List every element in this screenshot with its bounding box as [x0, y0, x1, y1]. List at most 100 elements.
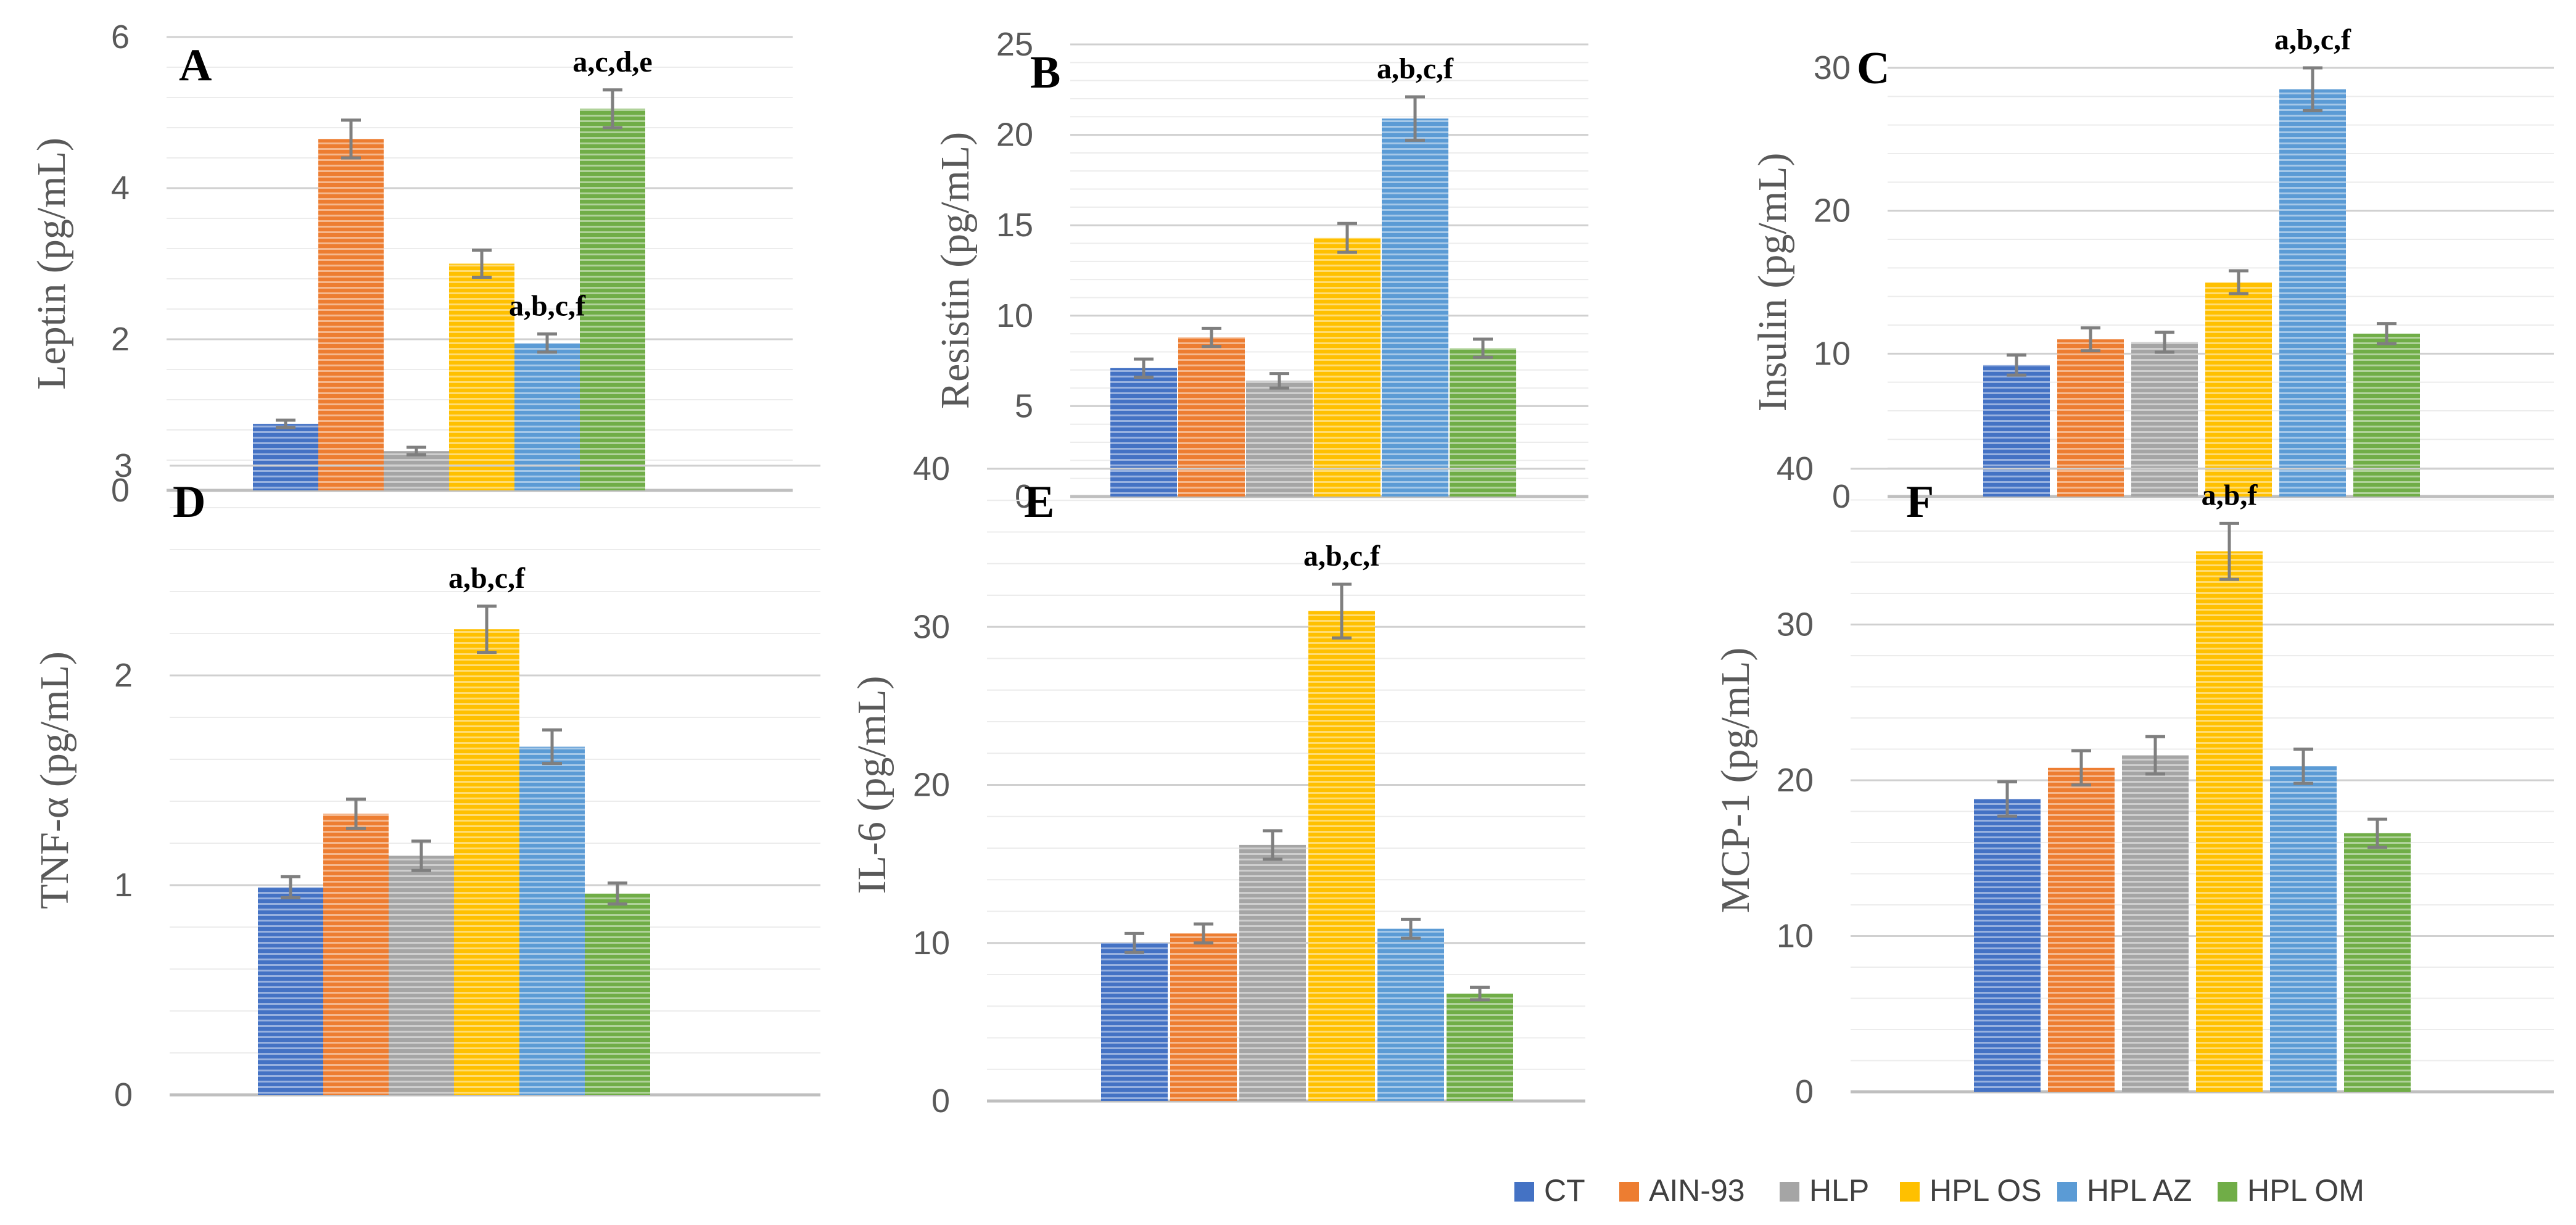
- error-bar: [2219, 521, 2239, 581]
- bar-hpl-om: [585, 893, 650, 1095]
- panel-letter: C: [1857, 43, 1889, 94]
- bar-ct: [1110, 368, 1177, 497]
- y-tick-label: 30: [1777, 606, 1814, 643]
- y-tick-label: 2: [114, 657, 133, 694]
- significance-label: a,b,c,f: [448, 562, 526, 595]
- significance-label: a,c,d,e: [572, 46, 652, 78]
- significance-label: a,b,c,f: [509, 289, 586, 322]
- bar-hpl-az: [2279, 89, 2346, 497]
- error-bar: [603, 88, 622, 130]
- error-bar: [2071, 749, 2091, 787]
- legend-item-ct: CT: [1514, 1173, 1585, 1208]
- bar-hlp: [384, 451, 449, 490]
- legend-label: HPL OS: [1930, 1173, 2042, 1208]
- y-tick-label: 1: [114, 867, 133, 904]
- error-bar: [2377, 322, 2396, 345]
- bar-hpl-az: [514, 343, 580, 490]
- y-tick-label: 0: [114, 1076, 133, 1113]
- legend-item-ain-93: AIN-93: [1619, 1173, 1745, 1208]
- chart-panel-e: 0 10 20 30 40 IL-6 (pg/mL) a,b,c,f E: [849, 450, 1585, 1120]
- chart-panel-a: 0 2 4 6 Leptin (pg/mL) a,b,c,f a,c,d,e A: [29, 19, 793, 509]
- error-bar: [1337, 221, 1357, 254]
- error-bar: [281, 875, 300, 899]
- bar-ct: [258, 887, 323, 1095]
- bar-hpl-az: [1377, 928, 1444, 1101]
- y-tick-label: 20: [1777, 762, 1814, 799]
- legend-label: HPL AZ: [2087, 1173, 2192, 1208]
- panel-letter: B: [1030, 47, 1060, 98]
- bar-hpl-os: [1308, 611, 1375, 1101]
- legend: CT AIN-93 HLP HPL OS HPL AZ HPL OM: [1514, 1173, 2364, 1208]
- error-bar: [1473, 337, 1493, 359]
- error-bar: [346, 798, 366, 830]
- error-bar: [1202, 326, 1221, 349]
- bar-hpl-az: [2270, 766, 2337, 1092]
- bar-hlp: [1239, 844, 1306, 1101]
- legend-swatch: [2218, 1182, 2237, 1202]
- bar-hpl-os: [2205, 282, 2272, 497]
- legend-swatch: [2057, 1182, 2077, 1202]
- y-tick-label: 2: [111, 321, 130, 358]
- y-tick-label: 10: [1814, 335, 1851, 372]
- bar-hlp: [2122, 755, 2189, 1092]
- y-axis-label: Insulin (pg/mL): [1750, 153, 1795, 412]
- y-tick-label: 30: [1814, 49, 1851, 86]
- error-bar: [2229, 269, 2248, 295]
- legend-swatch: [1900, 1182, 1920, 1202]
- error-bar: [1470, 986, 1490, 1002]
- error-bar: [1263, 829, 1282, 861]
- bar-hpl-om: [1450, 348, 1516, 497]
- chart-panel-f: 0 10 20 30 40 MCP-1 (pg/mL) a,b,f F: [1713, 450, 2554, 1110]
- y-tick-label: 20: [913, 767, 950, 804]
- legend-swatch: [1619, 1182, 1639, 1202]
- error-bar: [537, 332, 557, 354]
- bar-hlp: [2131, 342, 2198, 497]
- error-bar: [542, 728, 562, 765]
- error-bar: [1194, 922, 1213, 945]
- legend-swatch: [1780, 1182, 1799, 1202]
- bar-ain-93: [323, 814, 389, 1095]
- y-axis-label: IL-6 (pg/mL): [849, 676, 894, 894]
- bar-hpl-om: [580, 109, 645, 490]
- panel-letter: F: [1906, 477, 1934, 527]
- y-tick-label: 0: [1832, 478, 1851, 515]
- y-axis-label: MCP-1 (pg/mL): [1713, 648, 1758, 914]
- y-tick-label: 0: [1015, 478, 1033, 515]
- y-tick-label: 3: [114, 447, 133, 484]
- y-tick-label: 10: [1777, 918, 1814, 955]
- y-axis-label: Resistin (pg/mL): [933, 132, 978, 409]
- error-bar: [1125, 931, 1144, 954]
- y-tick-label: 30: [913, 608, 950, 645]
- chart-panel-d: 0 1 2 3 TNF-α (pg/mL) a,b,c,f D: [32, 447, 820, 1113]
- legend-label: HLP: [1809, 1173, 1869, 1208]
- bar-hpl-os: [2196, 551, 2263, 1092]
- error-bar: [2007, 353, 2026, 377]
- significance-label: a,b,c,f: [1303, 540, 1381, 572]
- error-bar: [1269, 372, 1289, 390]
- bar-hlp: [389, 856, 454, 1095]
- error-bar: [472, 248, 492, 279]
- y-tick-label: 15: [996, 207, 1033, 244]
- y-tick-label: 5: [1015, 387, 1033, 424]
- y-tick-label: 40: [1777, 450, 1814, 487]
- legend-label: AIN-93: [1649, 1173, 1745, 1208]
- bar-ct: [253, 424, 318, 490]
- bar-ct: [1101, 942, 1168, 1101]
- bar-hpl-os: [1314, 237, 1381, 497]
- chart-panel-c: 0 10 20 30 Insulin (pg/mL) a,b,c,f C: [1750, 23, 2554, 515]
- bar-ain-93: [2048, 767, 2115, 1092]
- error-bar: [1401, 917, 1421, 940]
- bar-ain-93: [1170, 933, 1237, 1101]
- bar-ain-93: [318, 139, 384, 490]
- error-bar: [2145, 735, 2165, 776]
- significance-label: a,b,c,f: [2274, 23, 2351, 56]
- bar-hlp: [1246, 381, 1313, 497]
- error-bar: [2293, 748, 2313, 785]
- error-bar: [341, 118, 361, 160]
- legend-swatch: [1514, 1182, 1534, 1202]
- error-bar: [477, 604, 497, 654]
- bar-hpl-os: [454, 629, 519, 1095]
- y-tick-label: 4: [111, 170, 130, 207]
